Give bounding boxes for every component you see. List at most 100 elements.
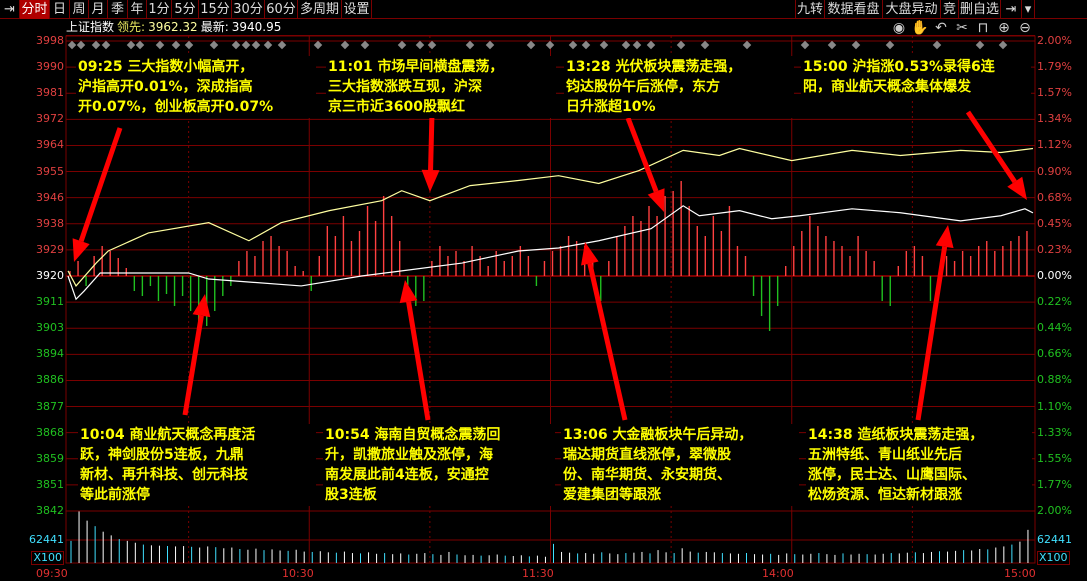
news-annotation: 13:06 大金融板块午后异动， 瑞达期货直线涨停，翠微股 份、南华期货、永安期货、… [561, 424, 799, 506]
collapse-right-icon[interactable]: ⇥ [1001, 0, 1022, 19]
event-marker-icon [184, 40, 194, 50]
tab-5[interactable]: 年 [128, 0, 147, 19]
scissors-icon[interactable]: ✂ [956, 20, 968, 36]
tab-11[interactable]: 多周期 [298, 0, 342, 19]
price-tick-left: 3964 [36, 138, 64, 152]
price-tick-left: 3859 [36, 451, 64, 465]
annotation-arrow-icon [78, 127, 123, 243]
annotation-line: 开0.07%，创业板高开0.07% [78, 99, 274, 115]
volume-tick-left: X100 [31, 551, 64, 565]
time-tick: 15:00 [1004, 567, 1036, 580]
event-marker-icon [171, 40, 181, 50]
annotation-line: 松炀资源、恒达新材跟涨 [808, 487, 962, 503]
tab-4[interactable]: 季 [108, 0, 128, 19]
volume-tick-right: X100 [1037, 551, 1070, 565]
right-tab-1[interactable]: 数据看盘 [825, 0, 883, 19]
zoom-in-icon[interactable]: ⊕ [998, 20, 1010, 36]
tab-12[interactable]: 设置 [342, 0, 372, 19]
tab-10[interactable]: 60分 [265, 0, 298, 19]
price-tick-left: 3886 [36, 373, 64, 387]
annotation-line: 09:25 三大指数小幅高开， [78, 59, 254, 75]
event-marker-icon [101, 40, 111, 50]
time-tick: 11:30 [522, 567, 554, 580]
right-tab-2[interactable]: 大盘异动 [883, 0, 941, 19]
right-tab-0[interactable]: 九转 [795, 0, 825, 19]
event-marker-icon [599, 40, 609, 50]
tab-2[interactable]: 周 [70, 0, 89, 19]
period-toolbar: ⇥ 分时日周月季年 1分 5分 15分 30分 60分 多周期 设置 九转 数据看盘 大盘异动竞删自… [0, 0, 1087, 19]
pct-tick-right: 0.00% [1037, 269, 1072, 282]
pct-tick-right: 1.57% [1037, 86, 1072, 100]
price-tick-left: 3911 [36, 295, 64, 309]
news-annotation: 10:54 海南自贸概念震荡回 升，凯撒旅业触及涨停，海 南发展此前4连板，安通控股… [323, 424, 555, 506]
volume-tick-left: 62441 [29, 533, 64, 546]
right-tab-4[interactable]: 删自选 [959, 0, 1001, 19]
arrow-head-icon [72, 238, 90, 262]
arrow-head-icon [192, 294, 211, 318]
event-marker-icon [251, 40, 261, 50]
pct-tick-right: 0.66% [1037, 347, 1072, 361]
pct-tick-right: 0.22% [1037, 295, 1072, 309]
event-marker-icon [397, 40, 407, 50]
arrow-head-icon [935, 225, 954, 249]
hand-icon[interactable]: ✋ [911, 20, 929, 36]
latest-label: 最新: [200, 20, 229, 34]
event-marker-icon [646, 40, 656, 50]
tab-7[interactable]: 5分 [172, 0, 199, 19]
tab-9[interactable]: 30分 [232, 0, 265, 19]
annotation-line: 13:28 光伏板块震荡走强， [566, 59, 742, 75]
pct-tick-right: 1.12% [1037, 138, 1072, 152]
event-marker-icon [827, 40, 837, 50]
annotation-line: 三大指数涨跌互现，沪深 [328, 79, 482, 95]
pct-tick-right: 0.23% [1037, 242, 1072, 256]
tab-0[interactable]: 分时 [20, 0, 50, 19]
event-marker-icon [313, 40, 323, 50]
tab-1[interactable]: 日 [50, 0, 70, 19]
event-marker-icon [932, 40, 942, 50]
event-marker-icon [800, 40, 810, 50]
event-marker-icon [742, 40, 752, 50]
arrow-head-icon [581, 242, 599, 266]
eye-icon[interactable]: ◉ [892, 20, 906, 36]
annotation-arrow-icon [587, 262, 628, 421]
price-tick-left: 3929 [36, 242, 64, 256]
annotation-line: 升，凯撒旅业触及涨停，海 [325, 447, 493, 463]
time-tick: 09:30 [36, 567, 68, 580]
tab-3[interactable]: 月 [89, 0, 108, 19]
collapse-icon[interactable]: ⇥ [0, 0, 20, 19]
arrow-head-icon [1007, 176, 1027, 200]
time-tick: 10:30 [282, 567, 314, 580]
event-marker-icon [263, 40, 273, 50]
event-marker-icon [581, 40, 591, 50]
pct-tick-right: 1.10% [1037, 399, 1072, 413]
annotation-line: 跃，神剑股份5连板，九鼎 [80, 447, 244, 463]
annotation-line: 五洲特纸、青山纸业先后 [808, 447, 962, 463]
news-annotation: 13:28 光伏板块震荡走强， 钧达股份午后涨停，东方 日升涨超10% [564, 56, 794, 118]
right-tab-3[interactable]: 竞 [941, 0, 959, 19]
event-marker-icon [998, 40, 1008, 50]
event-marker-icon [621, 40, 631, 50]
event-marker-icon [885, 40, 895, 50]
event-marker-icon [427, 40, 437, 50]
event-marker-icon [526, 40, 536, 50]
lock-icon[interactable]: ⊓ [977, 20, 989, 36]
event-marker-icon [67, 40, 77, 50]
price-tick-left: 3851 [36, 477, 64, 491]
event-marker-icon [545, 40, 555, 50]
price-tick-left: 3938 [36, 216, 64, 230]
event-marker-icon [241, 40, 251, 50]
zoom-out-icon[interactable]: ⊖ [1019, 20, 1031, 36]
tab-6[interactable]: 1分 [147, 0, 172, 19]
tab-8[interactable]: 15分 [199, 0, 232, 19]
index-line [67, 205, 1034, 301]
annotation-line: 瑞达期货直线涨停，翠微股 [563, 447, 731, 463]
news-annotation: 11:01 市场早间横盘震荡， 三大指数涨跌互现，沪深 京三市近3600股飘红 [326, 56, 556, 118]
event-marker-icon [415, 40, 425, 50]
pct-tick-right: 0.45% [1037, 216, 1072, 230]
event-marker-icon [465, 40, 475, 50]
annotation-line: 14:38 造纸板块震荡走强， [808, 427, 984, 443]
news-annotation: 09:25 三大指数小幅高开， 沪指高开0.01%，深成指高 开0.07%，创业板高… [76, 56, 316, 118]
dropdown-icon[interactable]: ▾ [1022, 0, 1035, 19]
undo-icon[interactable]: ↶ [935, 20, 947, 36]
